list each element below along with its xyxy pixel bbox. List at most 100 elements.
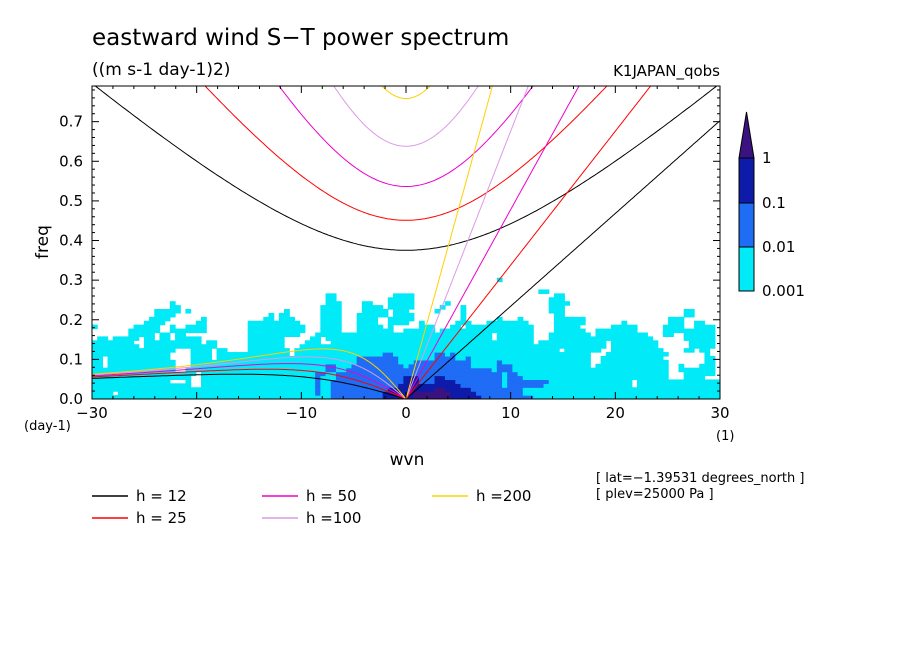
heatmap-cell (626, 375, 633, 381)
heatmap-cell (367, 336, 373, 341)
heatmap-cell (434, 359, 441, 365)
heatmap-cell (548, 395, 555, 399)
heatmap-cell (403, 379, 410, 384)
heatmap-cell (372, 305, 379, 310)
heatmap-cell (688, 387, 695, 392)
heatmap-cell (377, 355, 384, 361)
heatmap-cell (418, 371, 425, 377)
heatmap-cell (175, 328, 181, 334)
heatmap-cell (294, 391, 301, 396)
heatmap-cell (507, 340, 513, 345)
heatmap-cell (190, 363, 197, 369)
heatmap-cell (559, 297, 565, 302)
colorbar-segment (738, 157, 755, 204)
heatmap-cell (149, 348, 155, 353)
heatmap-cell (278, 316, 285, 322)
heatmap-cell (590, 383, 597, 388)
heatmap-cell (356, 383, 363, 388)
heatmap-cell (564, 371, 571, 377)
heatmap-cell (330, 367, 337, 373)
heatmap-cell (284, 375, 290, 381)
heatmap-cell (284, 387, 290, 392)
heatmap-cell (579, 332, 586, 337)
heatmap-cell (600, 328, 607, 334)
heatmap-cell (450, 340, 456, 345)
heatmap-cell (309, 395, 316, 399)
heatmap-cell (393, 316, 399, 322)
heatmap-cell (424, 340, 430, 345)
heatmap-cell (538, 375, 545, 381)
heatmap-cell (470, 391, 477, 396)
heatmap-cell (683, 336, 690, 341)
heatmap-cell (486, 336, 493, 341)
heatmap-cell (185, 395, 192, 399)
heatmap-cell (460, 312, 467, 318)
heatmap-cell (491, 371, 498, 377)
heatmap-cell (418, 359, 425, 365)
heatmap-cell (294, 324, 301, 330)
heatmap-cell (465, 344, 472, 349)
heatmap-cell (154, 344, 161, 349)
heatmap-cell (543, 348, 550, 353)
heatmap-cell (683, 395, 690, 399)
heatmap-cell (491, 367, 498, 373)
heatmap-cell (611, 387, 617, 392)
heatmap-cell (320, 383, 327, 388)
heatmap-cell (605, 387, 612, 392)
heatmap-cell (507, 387, 513, 392)
y-tick-label: 0.7 (59, 113, 83, 131)
heatmap-cell (605, 328, 612, 334)
heatmap-cell (704, 359, 711, 365)
heatmap-cell (538, 379, 545, 384)
heatmap-cell (579, 355, 586, 361)
heatmap-cell (616, 383, 622, 388)
heatmap-cell (538, 387, 545, 392)
heatmap-cell (284, 309, 290, 314)
heatmap-cell (611, 363, 617, 369)
heatmap-cell (418, 387, 425, 392)
heatmap-cell (325, 336, 332, 341)
heatmap-cell (517, 383, 524, 388)
heatmap-cell (175, 375, 181, 381)
heatmap-cell (569, 340, 576, 345)
heatmap-cell (123, 355, 129, 361)
heatmap-cell (559, 379, 565, 384)
heatmap-cell (112, 336, 119, 341)
x-tick-label: −20 (181, 404, 213, 422)
heatmap-cell (465, 375, 472, 381)
heatmap-cell (330, 375, 337, 381)
heatmap-cell (351, 391, 358, 396)
heatmap-cell (289, 316, 296, 322)
heatmap-cell (268, 387, 275, 392)
heatmap-cell (185, 340, 192, 345)
heatmap-cell (123, 348, 129, 353)
heatmap-cell (159, 348, 166, 353)
heatmap-cell (465, 324, 472, 330)
heatmap-cell (258, 328, 264, 334)
heatmap-cell (263, 340, 270, 345)
heatmap-cell (444, 328, 451, 334)
heatmap-cell (341, 395, 347, 399)
heatmap-cell (335, 344, 342, 349)
heatmap-cell (455, 363, 462, 369)
heatmap-cell (496, 340, 503, 345)
heatmap-cell (382, 309, 389, 314)
heatmap-cell (398, 316, 404, 322)
heatmap-cell (538, 348, 545, 353)
heatmap-cell (688, 332, 695, 337)
heatmap-cell (377, 363, 384, 369)
heatmap-cell (668, 316, 674, 322)
heatmap-cell (408, 348, 415, 353)
heatmap-cell (574, 340, 581, 345)
heatmap-cell (668, 391, 674, 396)
heatmap-cell (600, 391, 607, 396)
heatmap-cell (683, 371, 690, 377)
heatmap-cell (320, 355, 327, 361)
heatmap-cell (361, 367, 368, 373)
heatmap-cell (387, 348, 394, 353)
heatmap-cell (486, 379, 493, 384)
heatmap-cell (346, 352, 353, 357)
heatmap-cell (527, 379, 534, 384)
heatmap-cell (605, 332, 612, 337)
heatmap-cell (434, 379, 441, 384)
